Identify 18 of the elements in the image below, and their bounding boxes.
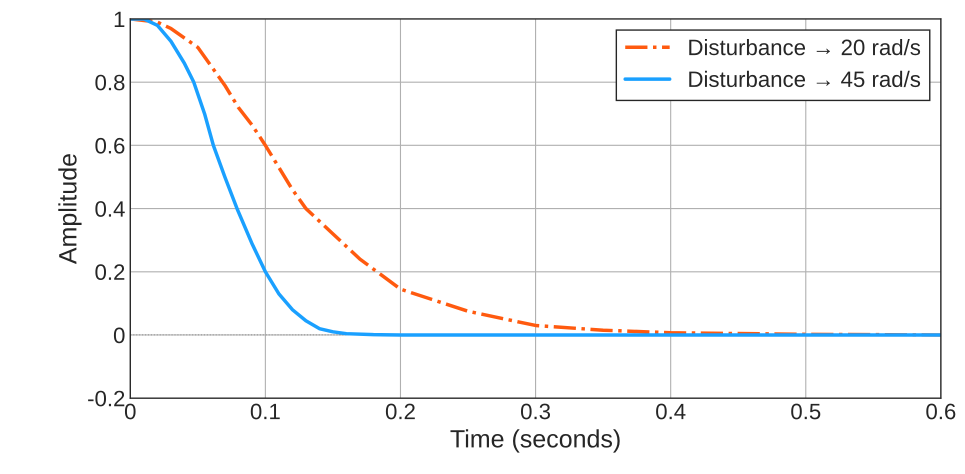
y-axis-title: Amplitude <box>58 154 82 264</box>
x-axis-title: Time (seconds) <box>450 429 620 453</box>
legend-label: Disturbance → 20 rad/s <box>689 38 920 56</box>
legend-label: Disturbance → 45 rad/s <box>689 70 920 88</box>
y-tick-label: 0.2 <box>95 264 124 280</box>
y-tick-label: 0 <box>114 327 125 344</box>
y-tick-label: -0.2 <box>88 390 124 406</box>
x-tick-label: 0.3 <box>521 404 550 420</box>
x-tick-label: 0.6 <box>926 404 956 420</box>
x-tick-label: 0.2 <box>386 404 415 420</box>
x-tick-label: 0.4 <box>656 404 686 420</box>
x-tick-label: 0.5 <box>791 404 820 420</box>
x-tick-label: 0.1 <box>250 404 280 420</box>
x-tick-label: 0 <box>124 404 136 420</box>
y-tick-label: 0.8 <box>95 74 124 90</box>
y-tick-label: 1 <box>114 12 124 28</box>
y-tick-label: 0.4 <box>95 201 125 217</box>
y-tick-label: 0.6 <box>95 138 124 154</box>
